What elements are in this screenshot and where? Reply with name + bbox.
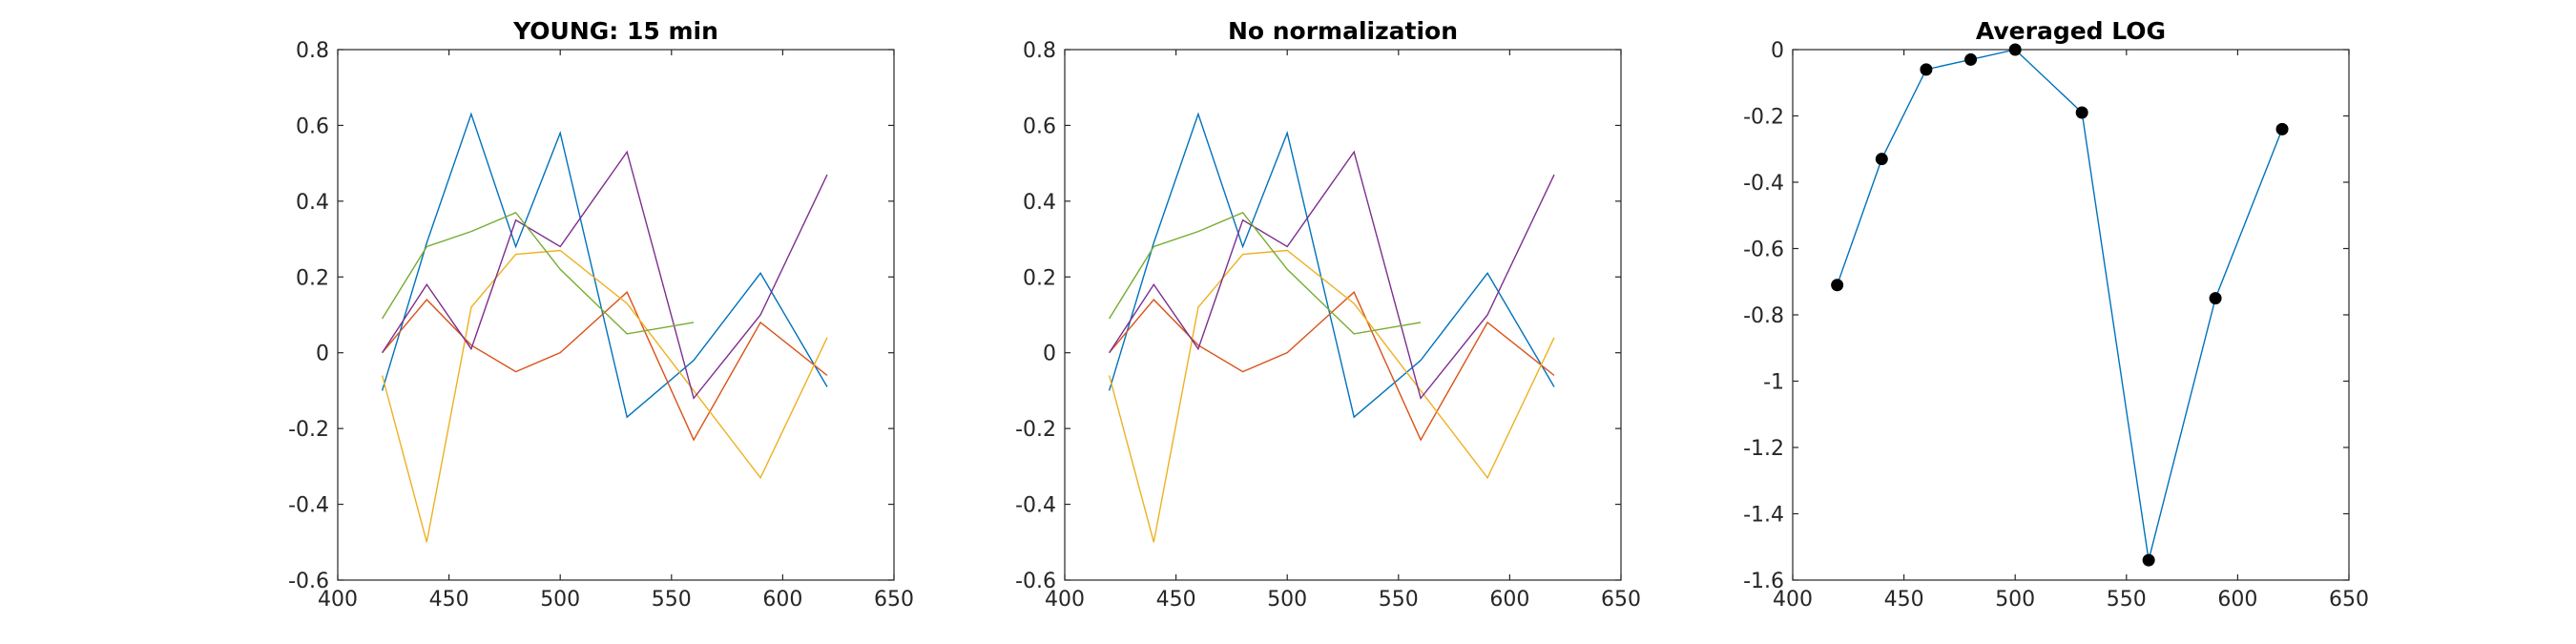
data-point — [2275, 122, 2289, 135]
panel-title: No normalization — [1228, 17, 1458, 45]
series-line-2 — [1109, 291, 1555, 442]
data-point — [2142, 553, 2155, 567]
axes-box — [1064, 49, 1622, 581]
y-tick-label: 0.2 — [1023, 266, 1056, 290]
tick-labels: 400 450 500 550 600 650 -1.6 -1.4 -1.2 -1 -0.8 -0.6… — [1743, 39, 2369, 612]
series-lines — [1108, 112, 1555, 543]
series-line-5 — [1109, 211, 1422, 335]
x-tick-label: 650 — [2329, 588, 2369, 612]
y-tick-label: -1.2 — [1743, 437, 1784, 461]
x-tick-label: 500 — [540, 588, 580, 612]
data-point — [2209, 292, 2222, 305]
y-tick-label: 0.2 — [296, 266, 329, 290]
y-tick-label: -0.2 — [288, 418, 329, 442]
y-tick-label: -0.4 — [1743, 172, 1784, 196]
data-point — [2075, 106, 2088, 119]
y-tick-label: -1.4 — [1743, 504, 1784, 528]
x-tick-label: 650 — [874, 588, 914, 612]
y-tick-label: -1 — [1763, 371, 1784, 395]
y-tick-label: -0.6 — [1743, 239, 1784, 262]
y-tick-label: -1.6 — [1743, 570, 1784, 593]
y-tick-label: -0.4 — [1015, 494, 1056, 518]
y-tick-label: 0 — [1771, 39, 1784, 63]
y-tick-label: -0.2 — [1743, 106, 1784, 130]
series-lines — [381, 112, 828, 543]
axes-box — [1792, 49, 2350, 581]
x-tick-label: 650 — [1601, 588, 1641, 612]
data-point — [1831, 279, 1844, 292]
x-tick-label: 600 — [1489, 588, 1529, 612]
series-line-1 — [1108, 112, 1555, 419]
panel-title: Averaged LOG — [1976, 17, 2166, 45]
x-tick-label: 400 — [1773, 588, 1813, 612]
y-tick-label: -0.4 — [288, 494, 329, 518]
x-tick-label: 600 — [2217, 588, 2257, 612]
tick-marks — [1064, 49, 1622, 581]
series-line-4 — [382, 150, 828, 400]
tick-labels: 400 450 500 550 600 650 -0.6 -0.4 -0.2 0 0.2 0.4 0.6… — [288, 39, 914, 612]
x-tick-label: 450 — [429, 588, 469, 612]
y-tick-label: 0 — [316, 343, 329, 366]
x-tick-label: 400 — [318, 588, 358, 612]
panel-title: YOUNG: 15 min — [512, 17, 718, 45]
series-line-3 — [381, 249, 828, 543]
x-tick-label: 550 — [2107, 588, 2147, 612]
x-tick-label: 550 — [1379, 588, 1419, 612]
axes-box — [337, 49, 895, 581]
y-tick-label: 0.4 — [296, 191, 329, 215]
x-tick-label: 550 — [652, 588, 692, 612]
panel-averaged-log: Averaged LOG 400 450 500 550 600 650 -1.6 -1.4 -… — [1743, 17, 2369, 612]
y-tick-label: -0.2 — [1015, 418, 1056, 442]
tick-marks — [337, 49, 895, 581]
x-tick-label: 400 — [1045, 588, 1085, 612]
y-tick-label: 0.4 — [1023, 191, 1056, 215]
tick-marks — [1792, 49, 2350, 581]
series-line-3 — [1108, 249, 1555, 543]
x-tick-label: 450 — [1156, 588, 1196, 612]
x-tick-label: 600 — [762, 588, 802, 612]
y-tick-label: 0.6 — [296, 114, 329, 138]
data-point — [2008, 43, 2022, 56]
y-tick-label: 0.8 — [296, 39, 329, 63]
data-point — [1920, 63, 1933, 76]
x-tick-label: 500 — [1995, 588, 2035, 612]
series-line-4 — [1109, 150, 1555, 400]
y-tick-label: -0.6 — [1015, 570, 1056, 593]
x-tick-label: 450 — [1884, 588, 1924, 612]
panel-no-normalization: No normalization 400 450 500 550 600 650 -0.6 -… — [1015, 17, 1641, 612]
y-tick-label: -0.6 — [288, 570, 329, 593]
y-tick-label: 0.6 — [1023, 114, 1056, 138]
x-tick-label: 500 — [1267, 588, 1307, 612]
data-markers — [1831, 43, 2289, 567]
series-line-1 — [381, 112, 828, 419]
y-tick-label: 0.8 — [1023, 39, 1056, 63]
data-point — [1875, 153, 1888, 166]
y-tick-label: 0 — [1043, 343, 1056, 366]
data-point — [1964, 52, 1978, 66]
tick-labels: 400 450 500 550 600 650 -0.6 -0.4 -0.2 0 0.2 0.4 0.6… — [1015, 39, 1641, 612]
panel-young-15-min: YOUNG: 15 min 400 450 500 550 600 650 -0.6 -0.4… — [288, 17, 914, 612]
series-line-5 — [382, 211, 695, 335]
y-tick-label: -0.8 — [1743, 304, 1784, 328]
series-line-2 — [382, 291, 828, 442]
